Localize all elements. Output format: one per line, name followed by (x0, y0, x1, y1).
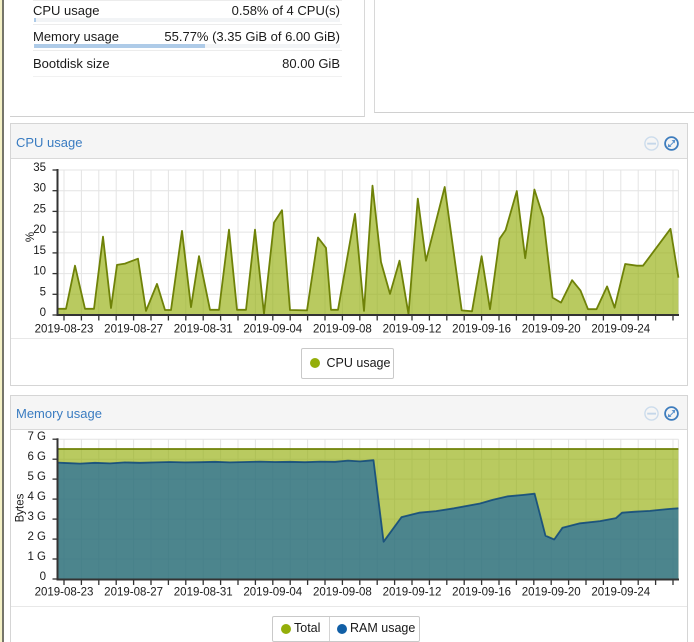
svg-text:10: 10 (33, 266, 46, 278)
svg-text:2019-08-27: 2019-08-27 (104, 324, 163, 336)
svg-text:2019-09-12: 2019-09-12 (383, 587, 442, 599)
svg-text:2019-09-04: 2019-09-04 (243, 324, 302, 336)
svg-text:7 G: 7 G (27, 431, 46, 443)
svg-text:2019-09-12: 2019-09-12 (383, 324, 442, 336)
svg-text:2019-09-20: 2019-09-20 (522, 324, 581, 336)
svg-text:%: % (25, 232, 37, 242)
svg-text:2019-09-04: 2019-09-04 (243, 587, 302, 599)
svg-text:2019-08-23: 2019-08-23 (35, 324, 94, 336)
svg-text:6 G: 6 G (27, 451, 46, 463)
svg-text:30: 30 (33, 183, 46, 195)
svg-text:5 G: 5 G (27, 471, 46, 483)
svg-text:5: 5 (40, 286, 46, 298)
svg-text:2019-08-23: 2019-08-23 (35, 587, 94, 599)
svg-text:Bytes: Bytes (15, 493, 27, 522)
svg-text:2019-09-16: 2019-09-16 (452, 324, 511, 336)
svg-text:2019-09-16: 2019-09-16 (452, 587, 511, 599)
svg-text:2019-09-24: 2019-09-24 (591, 324, 650, 336)
svg-text:35: 35 (33, 162, 46, 174)
svg-text:0: 0 (40, 307, 46, 319)
svg-text:1 G: 1 G (27, 551, 46, 563)
svg-text:25: 25 (33, 203, 46, 215)
svg-text:2019-09-20: 2019-09-20 (522, 587, 581, 599)
svg-text:2019-08-27: 2019-08-27 (104, 587, 163, 599)
svg-text:2019-08-31: 2019-08-31 (174, 587, 233, 599)
svg-text:2019-08-31: 2019-08-31 (174, 324, 233, 336)
svg-text:2 G: 2 G (27, 531, 46, 543)
svg-text:0: 0 (40, 571, 46, 583)
svg-text:2019-09-08: 2019-09-08 (313, 587, 372, 599)
svg-text:2019-09-08: 2019-09-08 (313, 324, 372, 336)
svg-text:2019-09-24: 2019-09-24 (591, 587, 650, 599)
svg-text:20: 20 (33, 224, 46, 236)
svg-text:4 G: 4 G (27, 491, 46, 503)
svg-text:15: 15 (33, 245, 46, 257)
svg-text:3 G: 3 G (27, 511, 46, 523)
